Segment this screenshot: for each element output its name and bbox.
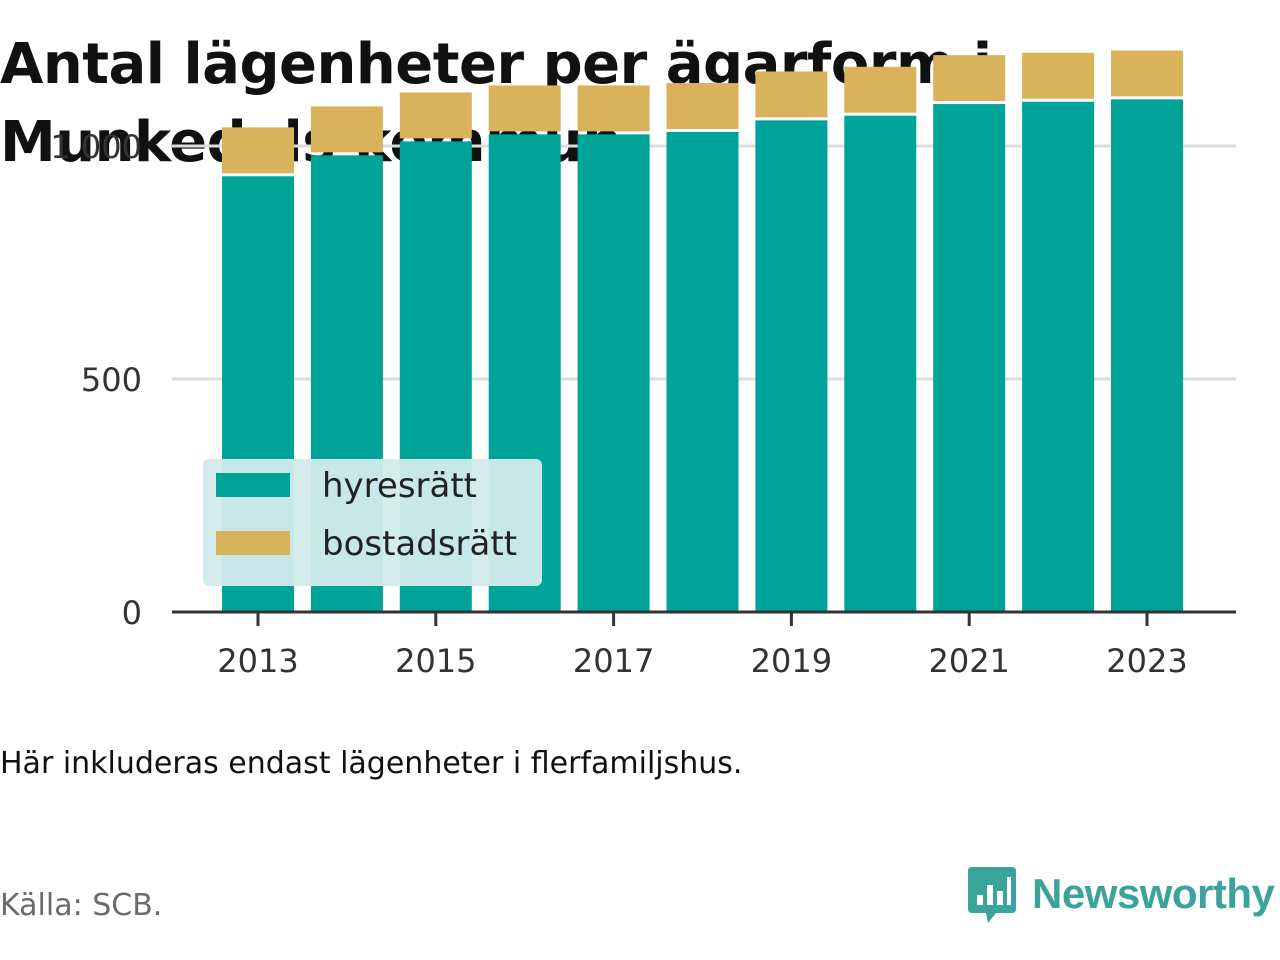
x-tick-label: 2013 [217,642,298,680]
y-tick-label: 1 000 [50,128,142,166]
legend-label: bostadsrätt [322,524,517,564]
bar-hyresratt [1111,99,1183,612]
newsworthy-logo-icon [968,867,1016,923]
bar-hyresratt [933,104,1006,612]
source-text: Källa: SCB. [0,888,163,923]
y-tick-label: 0 [122,594,142,632]
y-tick-label: 500 [81,361,142,399]
bar-bostadsratt [666,83,739,130]
brand-logo: Newsworthy [966,862,1275,926]
bar-bostadsratt [399,92,472,139]
bar-bostadsratt [577,85,650,132]
bar-hyresratt [666,132,739,612]
bar-bostadsratt [755,71,828,118]
bar-bostadsratt [1022,52,1095,99]
legend-label: hyresrätt [322,466,477,506]
bar-chart: 0 500 1 000 2013 2015 2017 2019 2021 2023 hyresr… [50,50,1236,680]
x-tick-label: 2023 [1106,642,1187,680]
chart-note: Här inkluderas endast lägenheter i flerf… [0,746,743,781]
axes: 0 500 1 000 2013 2015 2017 2019 2021 2023 [50,128,1236,680]
x-tick-label: 2019 [751,642,832,680]
x-tick-label: 2017 [573,642,654,680]
bar-hyresratt [577,134,650,612]
bar-bostadsratt [222,127,294,174]
x-tick-label: 2021 [928,642,1009,680]
bar-hyresratt [844,115,917,613]
legend-swatch [216,531,290,555]
bar-hyresratt [1022,101,1095,612]
x-tick-label: 2015 [395,642,476,680]
brand-name: Newsworthy [1032,870,1275,917]
bar-bostadsratt [933,55,1006,102]
legend: hyresrätt bostadsrätt [203,459,542,586]
bar-hyresratt [755,120,828,613]
bar-bostadsratt [488,85,561,132]
bar-bostadsratt [844,66,917,113]
legend-swatch [216,473,290,497]
bar-bostadsratt [310,106,383,153]
bar-bostadsratt [1111,50,1183,97]
